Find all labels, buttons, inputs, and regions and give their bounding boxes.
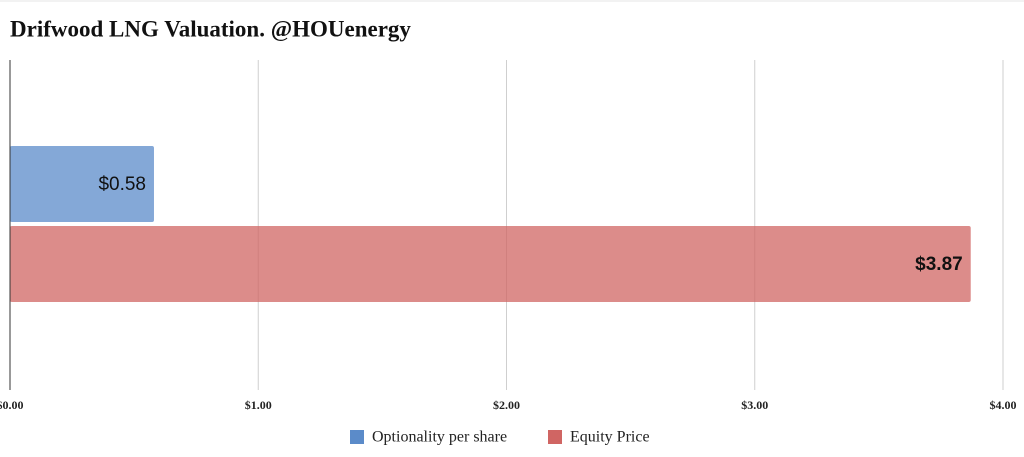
legend-label: Equity Price (570, 429, 650, 446)
legend-label: Optionality per share (372, 429, 507, 446)
bar (10, 226, 971, 302)
bar (10, 146, 154, 222)
legend-swatch (350, 430, 364, 444)
chart-title: Drifwood LNG Valuation. @HOUenergy (10, 16, 411, 42)
x-tick-label: $0.00 (0, 398, 24, 412)
value-label: $3.87 (915, 254, 963, 275)
x-tick-label: $3.00 (741, 398, 768, 412)
x-tick-label: $2.00 (493, 398, 520, 412)
x-tick-label: $4.00 (990, 398, 1017, 412)
value-label: $0.58 (98, 174, 146, 195)
legend-swatch (548, 430, 562, 444)
x-tick-label: $1.00 (245, 398, 272, 412)
